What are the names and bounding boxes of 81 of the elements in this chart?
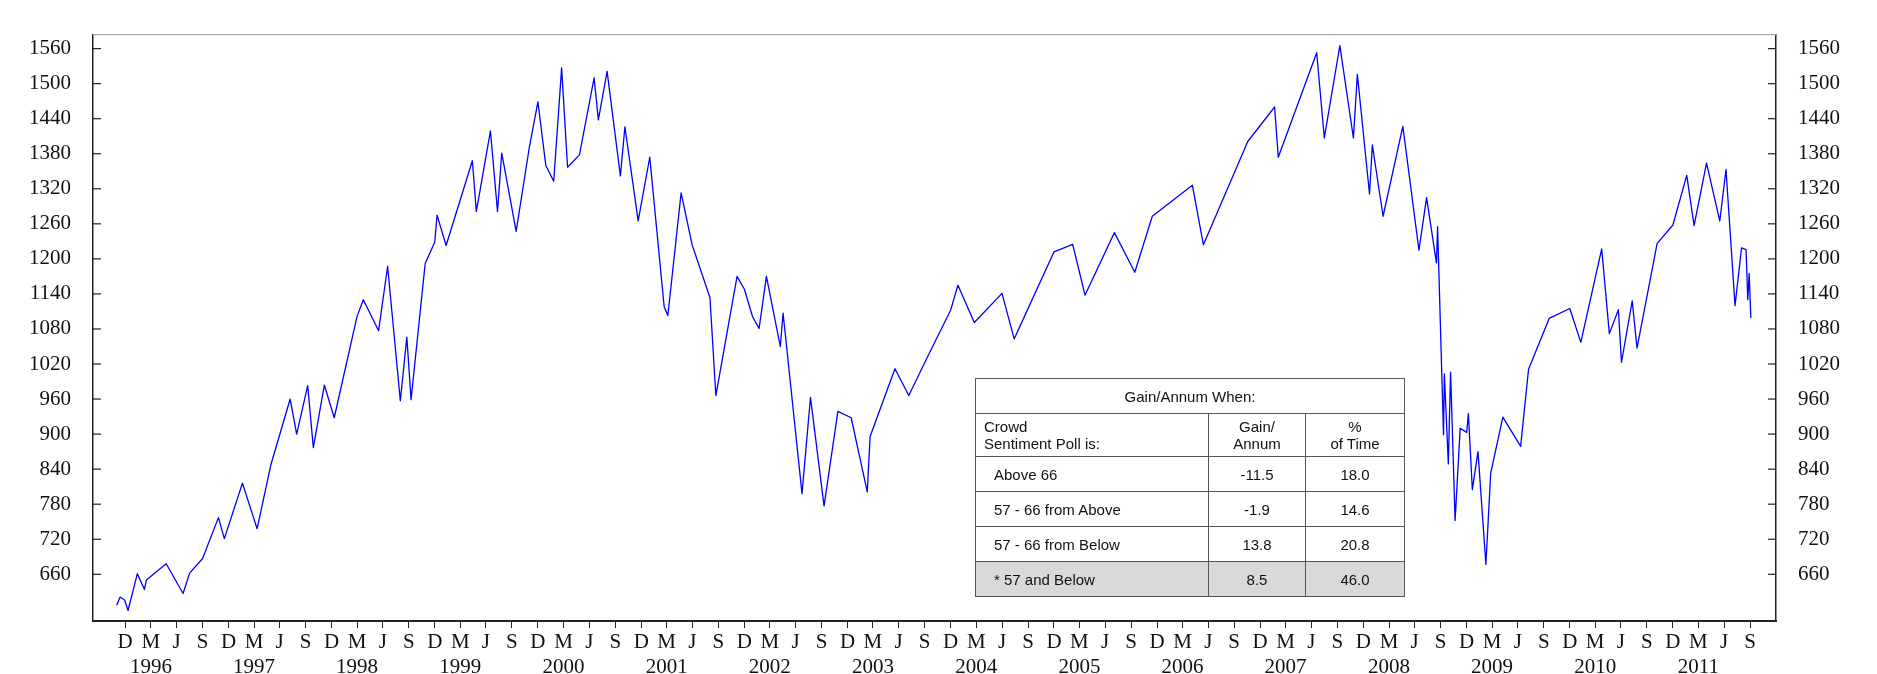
annotation: 46.0 — [1305, 561, 1405, 597]
y-tick-label: 1200 — [29, 245, 71, 270]
annotation: * 57 and Below — [975, 561, 1209, 597]
x-tick-label: J — [172, 629, 181, 654]
x-tick-label: J — [894, 629, 903, 654]
y-tick-label: 660 — [39, 560, 71, 585]
x-tick-label: J — [1101, 629, 1110, 654]
y2-tick-label: 960 — [1798, 385, 1830, 410]
x-tick-label: S — [402, 629, 415, 654]
x-tick-label: S — [1537, 629, 1550, 654]
annotation: Gain/ Annum — [1208, 413, 1306, 457]
annotation: 20.8 — [1305, 526, 1405, 562]
y2-tick-label: 1080 — [1798, 315, 1840, 340]
x-tick-label: J — [688, 629, 697, 654]
y-tick-label: 1140 — [29, 280, 71, 305]
x-tick-label: S — [196, 629, 209, 654]
annotation: 57 - 66 from Above — [975, 491, 1209, 527]
y2-tick-label: 1560 — [1798, 35, 1840, 60]
x-tick-label: S — [712, 629, 725, 654]
x-tick-label: J — [378, 629, 387, 654]
annotation: -11.5 — [1208, 456, 1306, 492]
annotation: 8.5 — [1208, 561, 1306, 597]
x-tick-label: J — [1513, 629, 1522, 654]
y2-tick-label: 1260 — [1798, 210, 1840, 235]
x-tick-label: S — [1331, 629, 1344, 654]
x-tick-label: J — [997, 629, 1007, 654]
x-tick-label: J — [481, 629, 491, 654]
annotation: Crowd Sentiment Poll is: — [975, 413, 1209, 457]
x-tick-label: S — [918, 629, 931, 654]
y-tick-label: 960 — [39, 385, 71, 410]
annotation: 13.8 — [1208, 526, 1306, 562]
y-tick-label: 1500 — [29, 70, 71, 95]
x-tick-label: J — [275, 629, 284, 654]
y2-tick-label: 1320 — [1798, 175, 1840, 200]
y-tick-label: 840 — [39, 455, 71, 480]
y2-tick-label: 1380 — [1798, 140, 1840, 165]
y2-tick-label: 1020 — [1798, 350, 1840, 375]
y-tick-label: 1260 — [29, 210, 71, 235]
x-tick-label: J — [1204, 629, 1213, 654]
y2-tick-label: 1140 — [1798, 280, 1840, 305]
x-tick-label: S — [1744, 629, 1756, 654]
x-tick-label: S — [1228, 629, 1241, 654]
y2-tick-label: 900 — [1798, 420, 1830, 445]
x-tick-label: S — [1022, 629, 1034, 654]
y-tick-label: 900 — [39, 420, 71, 445]
annotation: 57 - 66 from Below — [975, 526, 1209, 562]
y-tick-label: 1560 — [29, 35, 71, 60]
y2-tick-label: 720 — [1798, 525, 1830, 550]
x-tick-label: S — [506, 629, 518, 654]
x-tick-label: S — [1125, 629, 1137, 654]
x-tick-label: D — [1355, 629, 1371, 654]
x-tick-label: J — [1410, 629, 1419, 654]
y2-tick-label: 840 — [1798, 455, 1830, 480]
y-tick-label: 1440 — [29, 105, 71, 130]
annotation: Above 66 — [975, 456, 1209, 492]
y2-tick-label: 1500 — [1798, 70, 1840, 95]
y2-tick-label: 1440 — [1798, 105, 1840, 130]
x-tick-label: S — [1434, 629, 1447, 654]
x-tick-label: S — [299, 629, 312, 654]
y-tick-label: 1380 — [29, 140, 71, 165]
y2-tick-label: 1200 — [1798, 245, 1840, 270]
x-tick-label: J — [791, 629, 800, 654]
y-tick-label: 780 — [39, 490, 71, 515]
y-tick-label: 720 — [39, 525, 71, 550]
annotation: -1.9 — [1208, 491, 1306, 527]
x-tick-label: J — [1719, 629, 1729, 654]
y-tick-label: 1320 — [29, 175, 71, 200]
x-tick-label: S — [609, 629, 622, 654]
x-tick-label: J — [1307, 629, 1316, 654]
x-tick-label: S — [815, 629, 828, 654]
annotation: % of Time — [1305, 413, 1405, 457]
y2-tick-label: 780 — [1798, 490, 1830, 515]
x-tick-label: J — [1616, 629, 1626, 654]
y2-tick-label: 660 — [1798, 560, 1830, 585]
x-tick-label: J — [585, 629, 594, 654]
x-tick-label: S — [1641, 629, 1653, 654]
annotation: 18.0 — [1305, 456, 1405, 492]
y-tick-label: 1020 — [29, 350, 71, 375]
annotation: Gain/Annum When: — [975, 378, 1405, 414]
annotation: 14.6 — [1305, 491, 1405, 527]
y-tick-label: 1080 — [29, 315, 71, 340]
